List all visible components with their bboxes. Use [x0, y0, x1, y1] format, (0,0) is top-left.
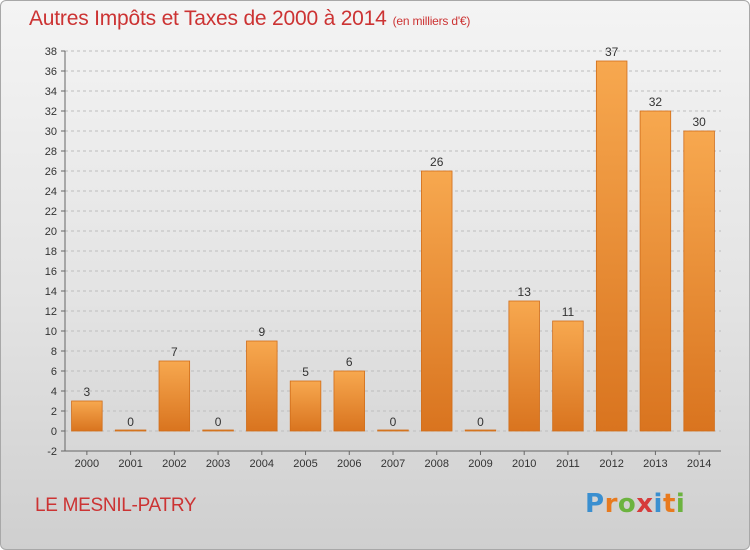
logo-letter: P	[585, 489, 605, 519]
x-tick-label: 2004	[250, 458, 274, 470]
bar-2004	[246, 340, 278, 432]
x-tick-label: 2006	[337, 458, 361, 470]
x-tick-label: 2001	[118, 458, 142, 470]
bar-2010	[508, 300, 540, 432]
logo-letter: o	[617, 489, 637, 519]
bar-value-label: 9	[258, 325, 265, 339]
bar-2012	[595, 60, 628, 432]
y-tick-label: 4	[51, 386, 57, 398]
x-tick-label: 2011	[556, 458, 580, 470]
bar-value-label: 7	[171, 345, 178, 359]
bar-2008	[421, 170, 453, 432]
bar-value-label: 26	[430, 155, 444, 169]
x-tick-label: 2012	[599, 458, 623, 470]
chart-title-text: Autres Impôts et Taxes de 2000 à 2014	[29, 7, 387, 30]
y-tick-label: 10	[45, 326, 57, 338]
bar-2007	[377, 429, 409, 432]
x-tick-label: 2000	[75, 458, 99, 470]
y-tick-label: 2	[51, 406, 57, 418]
bar-value-label: 11	[562, 305, 575, 319]
bar-value-label: 30	[692, 115, 706, 129]
logo-letter: x	[636, 489, 654, 519]
bar-2011	[552, 320, 584, 432]
y-tick-label: 14	[45, 286, 57, 298]
bar-2013	[639, 110, 672, 432]
x-tick-label: 2005	[293, 458, 317, 470]
y-tick-label: 24	[45, 186, 57, 198]
bar-value-label: 32	[649, 95, 663, 109]
bar-value-label: 13	[518, 285, 532, 299]
x-tick-label: 2009	[468, 458, 492, 470]
bar-value-label: 0	[127, 415, 134, 429]
bar-value-label: 0	[390, 415, 397, 429]
bar-value-label: 0	[215, 415, 222, 429]
x-tick-label: 2008	[424, 458, 448, 470]
bar-2006	[333, 370, 365, 432]
y-tick-label: 36	[45, 66, 57, 78]
logo-letter: t	[662, 489, 676, 519]
bar-2001	[114, 429, 147, 432]
y-tick-label: 30	[45, 126, 57, 138]
x-tick-label: 2010	[512, 458, 536, 470]
y-tick-label: 6	[51, 366, 57, 378]
bar-2000	[71, 400, 103, 432]
y-tick-label: 28	[45, 146, 57, 158]
bar-2009	[464, 429, 497, 432]
logo-letter: i	[675, 489, 686, 519]
x-tick-label: 2007	[381, 458, 405, 470]
bar-2005	[289, 380, 322, 432]
y-tick-label: 0	[51, 426, 57, 438]
commune-name: LE MESNIL-PATRY	[35, 495, 197, 516]
bar-value-label: 37	[605, 45, 619, 59]
chart-title: Autres Impôts et Taxes de 2000 à 2014 (en…	[29, 7, 470, 31]
bar-value-label: 3	[84, 385, 91, 399]
y-tick-label: 20	[45, 226, 57, 238]
x-tick-label: 2014	[687, 458, 711, 470]
y-tick-label: 16	[45, 266, 57, 278]
logo-letter: r	[604, 489, 618, 519]
y-tick-label: 26	[45, 166, 57, 178]
bar-value-label: 6	[346, 355, 353, 369]
x-tick-label: 2003	[206, 458, 230, 470]
y-tick-label: 34	[45, 86, 57, 98]
logo-letter: i	[653, 489, 663, 519]
y-tick-label: 18	[45, 246, 57, 258]
x-tick-label: 2002	[162, 458, 186, 470]
y-tick-label: 12	[45, 306, 57, 318]
y-tick-label: 32	[45, 106, 57, 118]
y-tick-label: 22	[45, 206, 57, 218]
x-tick-label: 2013	[643, 458, 667, 470]
bar-2002	[158, 360, 191, 432]
y-tick-label: 8	[51, 346, 57, 358]
bar-value-label: 0	[477, 415, 484, 429]
y-tick-label: -2	[47, 446, 57, 458]
bar-2003	[202, 429, 234, 432]
bar-2014	[683, 130, 715, 432]
proxiti-logo: Proxiti	[585, 489, 685, 519]
bar-value-label: 5	[302, 365, 309, 379]
chart-subtitle: (en milliers d'€)	[392, 14, 471, 28]
y-tick-label: 38	[45, 46, 57, 58]
